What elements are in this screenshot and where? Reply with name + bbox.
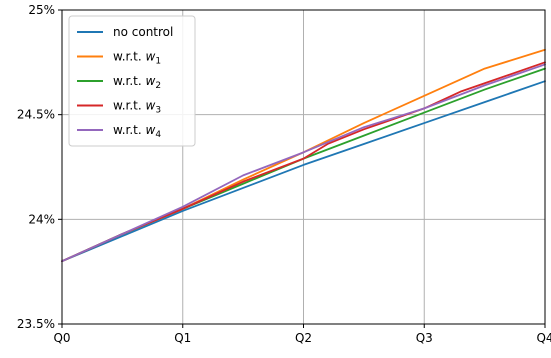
legend-label-text: w.r.t. [113, 99, 146, 113]
x-tick-label: Q0 [53, 331, 70, 345]
legend-label-subscript: 3 [155, 106, 161, 116]
y-tick-label: 24% [28, 212, 55, 226]
legend-label-text: w.r.t. [113, 74, 146, 88]
legend-label-text: w.r.t. [113, 50, 146, 64]
legend-label-variable: w [146, 74, 156, 88]
y-tick-label: 25% [28, 3, 55, 17]
legend-label-variable: w [146, 123, 156, 137]
legend-label-text: w.r.t. [113, 123, 146, 137]
legend-label-variable: w [146, 99, 156, 113]
legend-label-subscript: 4 [155, 130, 161, 140]
legend-label-subscript: 1 [155, 57, 161, 67]
y-tick-label: 24.5% [17, 108, 55, 122]
y-tick-label: 23.5% [17, 317, 55, 331]
x-tick-label: Q1 [174, 331, 191, 345]
x-tick-label: Q4 [536, 331, 551, 345]
legend-label-subscript: 2 [155, 81, 161, 91]
x-tick-label: Q2 [295, 331, 312, 345]
x-tick-label: Q3 [416, 331, 433, 345]
legend-label-variable: w [146, 50, 156, 64]
legend-label: no control [113, 25, 173, 39]
